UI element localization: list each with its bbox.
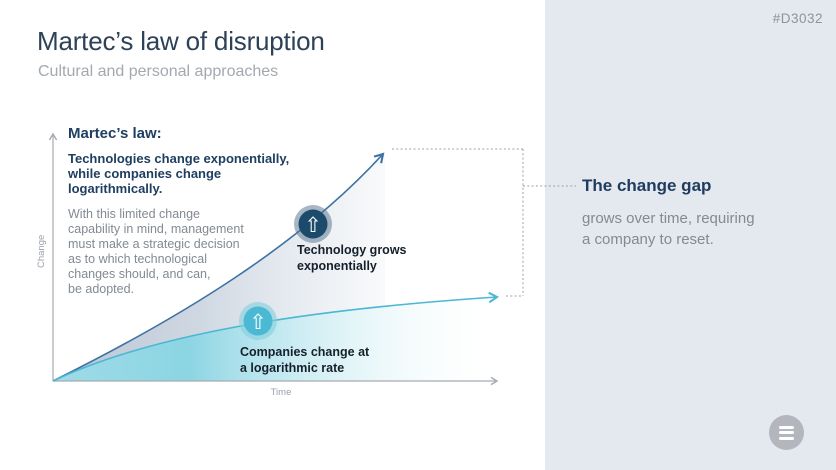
up-arrow-glyph: ⇧ [304,213,322,237]
figure-description: With this limited change capability in m… [68,207,244,296]
page-title: Martec’s law of disruption [37,26,325,56]
page-subtitle: Cultural and personal approaches [38,63,279,80]
technology-up-arrow-icon: ⇧ [294,205,332,243]
figure-statement: Technologies change exponentially, while… [68,151,290,196]
technology-curve [52,152,385,382]
right-panel [545,0,836,470]
menu-button[interactable] [769,415,804,450]
change-gap-body: grows over time, requiring a company to … [582,210,755,248]
companies-area-fill [53,296,498,381]
figure-heading: Martec’s law: [68,125,162,142]
companies-up-arrow-icon: ⇧ [239,302,277,340]
slide-id-tag: #D3032 [772,11,823,26]
y-axis-label: Change [36,234,47,268]
companies-curve [52,291,500,382]
up-arrow-glyph: ⇧ [249,310,267,334]
change-gap-bracket [392,148,576,297]
x-axis-label: Time [270,387,292,398]
change-gap-area-fill [53,152,385,381]
hamburger-menu-icon [779,425,794,429]
technology-curve-label: Technology grows exponentially [297,243,407,273]
change-gap-heading: The change gap [582,176,712,195]
companies-curve-label: Companies change at a logarithmic rate [240,345,370,375]
